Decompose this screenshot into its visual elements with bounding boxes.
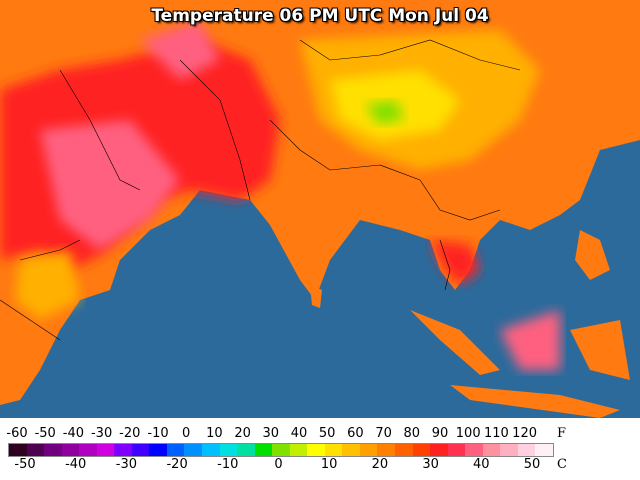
tick-label: 30 xyxy=(422,457,439,472)
color-swatch xyxy=(342,444,360,456)
color-swatch xyxy=(9,444,27,456)
color-swatch xyxy=(517,444,536,456)
tick-label: 40 xyxy=(473,457,490,472)
tick-label: -10 xyxy=(147,426,169,441)
color-swatch xyxy=(307,444,325,456)
tick-label: -30 xyxy=(90,426,113,441)
tick-label: -50 xyxy=(14,457,36,472)
tick-label: 50 xyxy=(318,426,336,441)
tick-label: 60 xyxy=(347,426,364,441)
tick-label: 70 xyxy=(375,426,392,441)
color-swatch xyxy=(535,444,553,456)
tick-label: -60 xyxy=(6,426,28,441)
tick-label: 0 xyxy=(274,457,283,472)
color-swatch xyxy=(377,444,396,456)
tick-label: 10 xyxy=(206,426,223,441)
tick-label: -10 xyxy=(217,457,239,472)
color-swatch xyxy=(465,444,483,456)
color-swatch xyxy=(395,444,413,456)
color-swatch xyxy=(412,444,431,456)
tick-label: 10 xyxy=(320,457,338,472)
temperature-legend: -60 -50 -40 -30 -20 -10 0 10 20 30 40 50 60 70 80 90 100… xyxy=(0,418,640,480)
color-swatch xyxy=(359,444,378,456)
temperature-map xyxy=(0,0,640,418)
tick-label: -50 xyxy=(34,426,56,441)
color-swatch xyxy=(44,444,62,456)
country-borders xyxy=(0,39,521,341)
tick-label: -20 xyxy=(119,426,141,441)
color-swatch xyxy=(289,444,308,456)
color-swatch xyxy=(272,444,290,456)
color-swatch xyxy=(430,444,448,456)
tick-label: -20 xyxy=(166,457,188,472)
color-swatch xyxy=(184,444,203,456)
tick-label: -40 xyxy=(62,426,85,441)
color-swatch xyxy=(149,444,167,456)
color-swatch xyxy=(219,444,238,456)
tick-label: 20 xyxy=(371,457,389,472)
color-swatch xyxy=(61,444,80,456)
color-scale-bar xyxy=(8,443,554,457)
tick-label: -30 xyxy=(115,457,138,472)
color-swatch xyxy=(254,444,273,456)
tick-label: 110 xyxy=(483,426,509,441)
tick-label: 40 xyxy=(290,426,308,441)
color-swatch xyxy=(324,444,343,456)
color-swatch xyxy=(96,444,115,456)
tick-label: 30 xyxy=(262,426,280,441)
color-swatch xyxy=(237,444,255,456)
color-swatch xyxy=(26,444,45,456)
color-swatch xyxy=(202,444,220,456)
tick-label: 120 xyxy=(512,426,538,441)
tick-label: 20 xyxy=(234,426,251,441)
color-swatch xyxy=(482,444,501,456)
celsius-unit: C xyxy=(557,457,567,472)
color-swatch xyxy=(114,444,132,456)
fahrenheit-unit: F xyxy=(557,426,567,441)
tick-label: 80 xyxy=(403,426,421,441)
color-swatch xyxy=(447,444,466,456)
tick-label: -40 xyxy=(65,457,87,472)
map-title: Temperature 06 PM UTC Mon Jul 04 xyxy=(151,6,489,26)
color-swatch xyxy=(500,444,518,456)
land xyxy=(0,0,640,418)
color-swatch xyxy=(166,444,185,456)
tick-label: 90 xyxy=(431,426,449,441)
color-swatch xyxy=(131,444,150,456)
tick-label: 100 xyxy=(455,426,481,441)
tick-label: 50 xyxy=(523,457,541,472)
color-swatch xyxy=(79,444,97,456)
tick-label: 0 xyxy=(182,426,191,441)
